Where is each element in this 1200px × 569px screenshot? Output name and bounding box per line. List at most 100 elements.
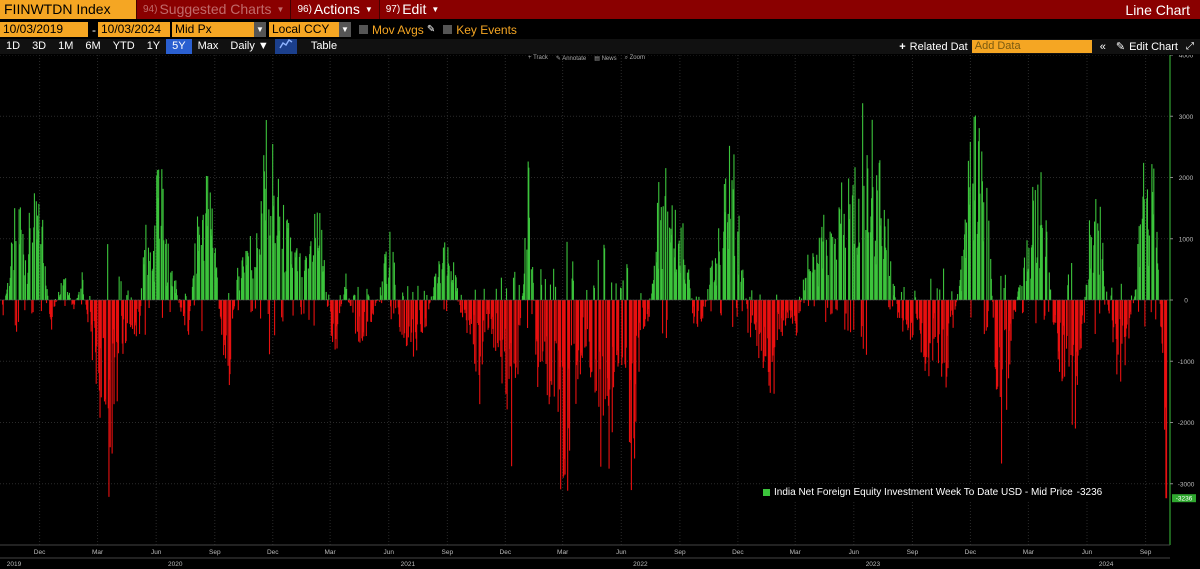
bar: [1141, 218, 1143, 300]
period-max[interactable]: Max: [197, 40, 219, 52]
bar: [760, 300, 762, 351]
bar: [987, 300, 989, 312]
bar: [170, 272, 172, 300]
annotate-tool[interactable]: ✎ Annotate: [556, 55, 586, 62]
start-date-field[interactable]: 10/03/2019: [0, 22, 88, 37]
bar: [890, 261, 892, 300]
bar: [49, 300, 51, 318]
bar: [246, 265, 248, 300]
bar: [598, 300, 600, 407]
bar: [545, 300, 547, 364]
bar: [652, 284, 654, 300]
frequency-select[interactable]: Daily ▼: [224, 39, 274, 54]
bar: [888, 275, 890, 300]
zoom-label: Zoom: [629, 55, 645, 61]
period-3d[interactable]: 3D: [32, 40, 47, 52]
collapse-icon[interactable]: «: [1099, 40, 1106, 53]
bar: [728, 145, 731, 300]
bar: [13, 270, 15, 300]
bar: [251, 300, 253, 312]
bar: [893, 295, 895, 300]
key-events-checkbox[interactable]: [443, 25, 453, 34]
end-date-field[interactable]: 10/03/2024: [98, 22, 170, 37]
bar: [689, 288, 691, 300]
bar: [808, 269, 810, 300]
bar: [887, 218, 889, 300]
bar: [911, 300, 913, 338]
bar: [638, 300, 640, 372]
chart-plot[interactable]: 4000 3000 2000 1000 0 -1000 -2000 -3000 -3236 Dec…: [0, 55, 1200, 569]
bar: [47, 295, 49, 300]
bar: [286, 220, 288, 300]
bar: [751, 290, 753, 300]
news-tool[interactable]: ▤ News: [594, 55, 616, 62]
bar: [335, 300, 337, 327]
period-1y[interactable]: 1Y: [146, 40, 161, 52]
bar: [131, 300, 134, 329]
chart-legend[interactable]: India Net Foreign Equity Investment Week…: [763, 484, 1123, 500]
bar: [780, 300, 782, 332]
chevron-down-icon[interactable]: ▼: [339, 22, 351, 37]
bar: [134, 300, 136, 326]
bar: [410, 300, 412, 342]
expand-icon[interactable]: ⤢: [1186, 41, 1194, 52]
bar: [635, 300, 638, 336]
bar: [767, 300, 769, 339]
add-data-input[interactable]: Add Data: [971, 40, 1092, 53]
bar: [729, 218, 731, 300]
bar: [624, 300, 626, 365]
bar: [607, 300, 609, 406]
bar: [513, 300, 515, 364]
suggested-charts-menu[interactable]: 94) Suggested Charts ▼: [136, 0, 290, 19]
bar: [999, 300, 1001, 348]
bar: [876, 190, 878, 300]
table-button[interactable]: Table: [310, 40, 338, 52]
bar: [210, 235, 213, 300]
bar: [825, 239, 827, 300]
period-1d[interactable]: 1D: [6, 40, 21, 52]
line-chart-icon[interactable]: [274, 39, 297, 54]
bar: [1044, 300, 1046, 316]
bar: [1053, 300, 1055, 323]
actions-menu[interactable]: 96) Actions ▼: [290, 0, 378, 19]
bar: [456, 291, 458, 300]
zoom-tool[interactable]: ⌕ Zoom: [625, 55, 645, 62]
edit-menu[interactable]: 97) Edit ▼: [378, 0, 446, 19]
currency-select[interactable]: Local CCY ▼: [269, 22, 351, 37]
chevron-down-icon[interactable]: ▼: [254, 22, 266, 37]
price-field-select[interactable]: Mid Px ▼: [172, 22, 266, 37]
bar: [272, 206, 274, 300]
y-tick-label: 0: [1184, 298, 1188, 305]
bar: [811, 272, 813, 300]
mov-avgs-checkbox[interactable]: [359, 25, 368, 34]
period-5y[interactable]: 5Y: [166, 39, 192, 54]
bar: [447, 263, 450, 300]
edit-number: 97): [385, 4, 401, 15]
track-tool[interactable]: + Track: [528, 55, 548, 62]
bar: [964, 234, 966, 300]
bar: [241, 260, 243, 300]
bar: [749, 296, 751, 300]
bar: [202, 214, 204, 300]
bar: [550, 300, 552, 382]
bar: [479, 300, 481, 357]
period-6m[interactable]: 6M: [85, 40, 101, 52]
bar: [514, 271, 516, 300]
bar: [758, 300, 760, 359]
edit-chart-button[interactable]: Edit Chart: [1129, 40, 1178, 53]
bar: [982, 241, 984, 300]
settings-row: 10/03/2019 - 10/03/2024 Mid Px ▼ Local C…: [0, 21, 1200, 38]
bar: [165, 239, 167, 300]
security-ticker-field[interactable]: FIINWTDN Index: [0, 0, 136, 19]
pencil-icon[interactable]: ✎: [426, 24, 436, 35]
bar: [907, 300, 909, 331]
bar: [792, 300, 794, 324]
bar: [347, 300, 350, 303]
bar: [477, 300, 480, 325]
period-ytd[interactable]: YTD: [112, 40, 135, 52]
period-1m[interactable]: 1M: [58, 40, 74, 52]
bar: [245, 251, 247, 300]
bar: [933, 300, 935, 339]
related-data-button[interactable]: Related Dat: [909, 40, 968, 53]
bar: [644, 300, 646, 320]
